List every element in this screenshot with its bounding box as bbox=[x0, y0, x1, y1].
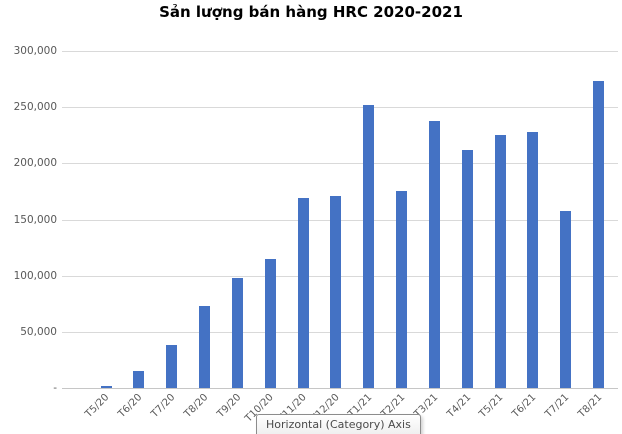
bar-t6-21[interactable] bbox=[527, 131, 539, 388]
y-axis-label-50000[interactable]: 50,000 bbox=[20, 325, 57, 338]
x-axis-label-t4-21[interactable]: T4/21 bbox=[444, 392, 473, 420]
x-axis-label-t8-21[interactable]: T8/21 bbox=[576, 392, 605, 420]
bar-t2-21[interactable] bbox=[396, 191, 407, 388]
bar-t9-20[interactable] bbox=[231, 277, 243, 388]
gridline-250000 bbox=[62, 107, 618, 109]
axis-tooltip: Horizontal (Category) Axis bbox=[256, 414, 421, 434]
gridline-300000 bbox=[62, 51, 618, 52]
bar-t10-20[interactable] bbox=[264, 258, 276, 388]
x-axis-label-t7-21[interactable]: T7/21 bbox=[543, 392, 572, 420]
x-axis-label-t5-21[interactable]: T5/21 bbox=[477, 392, 506, 420]
bar-t7-20[interactable] bbox=[166, 345, 178, 388]
x-axis-label-t6-21[interactable]: T6/21 bbox=[510, 392, 539, 420]
axis-tooltip-text: Horizontal (Category) Axis bbox=[266, 418, 411, 431]
x-axis-line[interactable] bbox=[62, 388, 618, 389]
bar-t8-21[interactable] bbox=[593, 81, 604, 388]
bar-t11-20[interactable] bbox=[297, 198, 309, 388]
bar-t6-20[interactable] bbox=[133, 371, 145, 388]
bar-t4-21[interactable] bbox=[461, 149, 473, 388]
y-axis-label-0[interactable]: - bbox=[53, 382, 57, 394]
chart-title[interactable]: Sản lượng bán hàng HRC 2020-2021 bbox=[159, 3, 463, 21]
y-axis-label-200000[interactable]: 200,000 bbox=[13, 157, 57, 170]
bar-t5-21[interactable] bbox=[494, 135, 506, 388]
x-axis-label-t5-20[interactable]: T5/20 bbox=[83, 392, 112, 420]
bar-t7-21[interactable] bbox=[560, 210, 572, 388]
y-axis-label-300000[interactable]: 300,000 bbox=[13, 45, 57, 57]
bar-t5-20[interactable] bbox=[100, 385, 112, 388]
x-axis-label-t9-20[interactable]: T9/20 bbox=[215, 392, 244, 420]
y-axis-label-250000[interactable]: 250,000 bbox=[13, 101, 57, 114]
bar-t1-21[interactable] bbox=[363, 104, 375, 388]
y-axis-label-150000[interactable]: 150,000 bbox=[13, 213, 57, 226]
bar-t3-21[interactable] bbox=[428, 120, 440, 388]
bar-t12-20[interactable] bbox=[330, 195, 342, 388]
gridline-200000 bbox=[62, 163, 618, 165]
x-axis-label-t8-20[interactable]: T8/20 bbox=[182, 392, 211, 420]
x-axis-label-t7-20[interactable]: T7/20 bbox=[149, 392, 178, 420]
bar-t8-20[interactable] bbox=[199, 305, 210, 388]
y-axis-label-100000[interactable]: 100,000 bbox=[13, 269, 57, 282]
x-axis-label-t6-20[interactable]: T6/20 bbox=[116, 392, 145, 420]
